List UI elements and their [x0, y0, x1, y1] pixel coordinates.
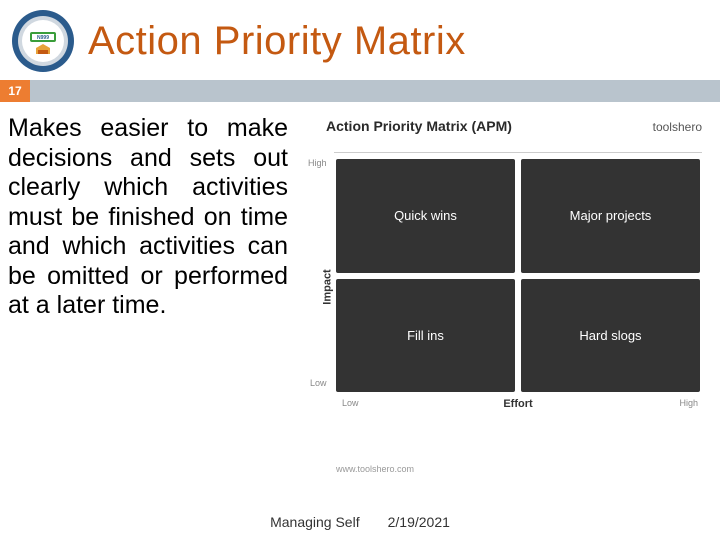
axis-area: Impact High Low Low High Effort Quick wi…	[334, 152, 702, 422]
slide-number-bar: 17	[0, 80, 720, 102]
institution-logo: N999	[8, 8, 78, 74]
quadrant-quick-wins: Quick wins	[336, 159, 515, 273]
body-text: Makes easier to make decisions and sets …	[8, 114, 288, 474]
diagram-header: Action Priority Matrix (APM) toolshero	[298, 114, 712, 152]
x-axis-high: High	[679, 398, 698, 408]
x-axis-label: Effort	[503, 398, 532, 410]
header: N999 Action Priority Matrix	[0, 0, 720, 80]
footer-date: 2/19/2021	[388, 514, 450, 530]
y-axis-low: Low	[310, 378, 327, 388]
y-axis-label: Impact	[322, 269, 334, 304]
slide-title: Action Priority Matrix	[88, 19, 466, 64]
content-area: Makes easier to make decisions and sets …	[0, 102, 720, 474]
quadrant-fill-ins: Fill ins	[336, 279, 515, 393]
quadrant-grid: Quick wins Major projects Fill ins Hard …	[334, 152, 702, 422]
svg-text:N999: N999	[37, 35, 49, 41]
quadrant-hard-slogs: Hard slogs	[521, 279, 700, 393]
apm-diagram: Action Priority Matrix (APM) toolshero I…	[298, 114, 712, 474]
footer: Managing Self 2/19/2021	[0, 514, 720, 530]
slide-number: 17	[0, 80, 30, 102]
diagram-title: Action Priority Matrix (APM)	[326, 118, 512, 134]
footer-topic: Managing Self	[270, 514, 360, 530]
diagram-source: www.toolshero.com	[336, 464, 414, 474]
y-axis-high: High	[308, 158, 327, 168]
x-axis-low: Low	[342, 398, 359, 408]
diagram-brand: toolshero	[653, 120, 702, 134]
quadrant-major-projects: Major projects	[521, 159, 700, 273]
